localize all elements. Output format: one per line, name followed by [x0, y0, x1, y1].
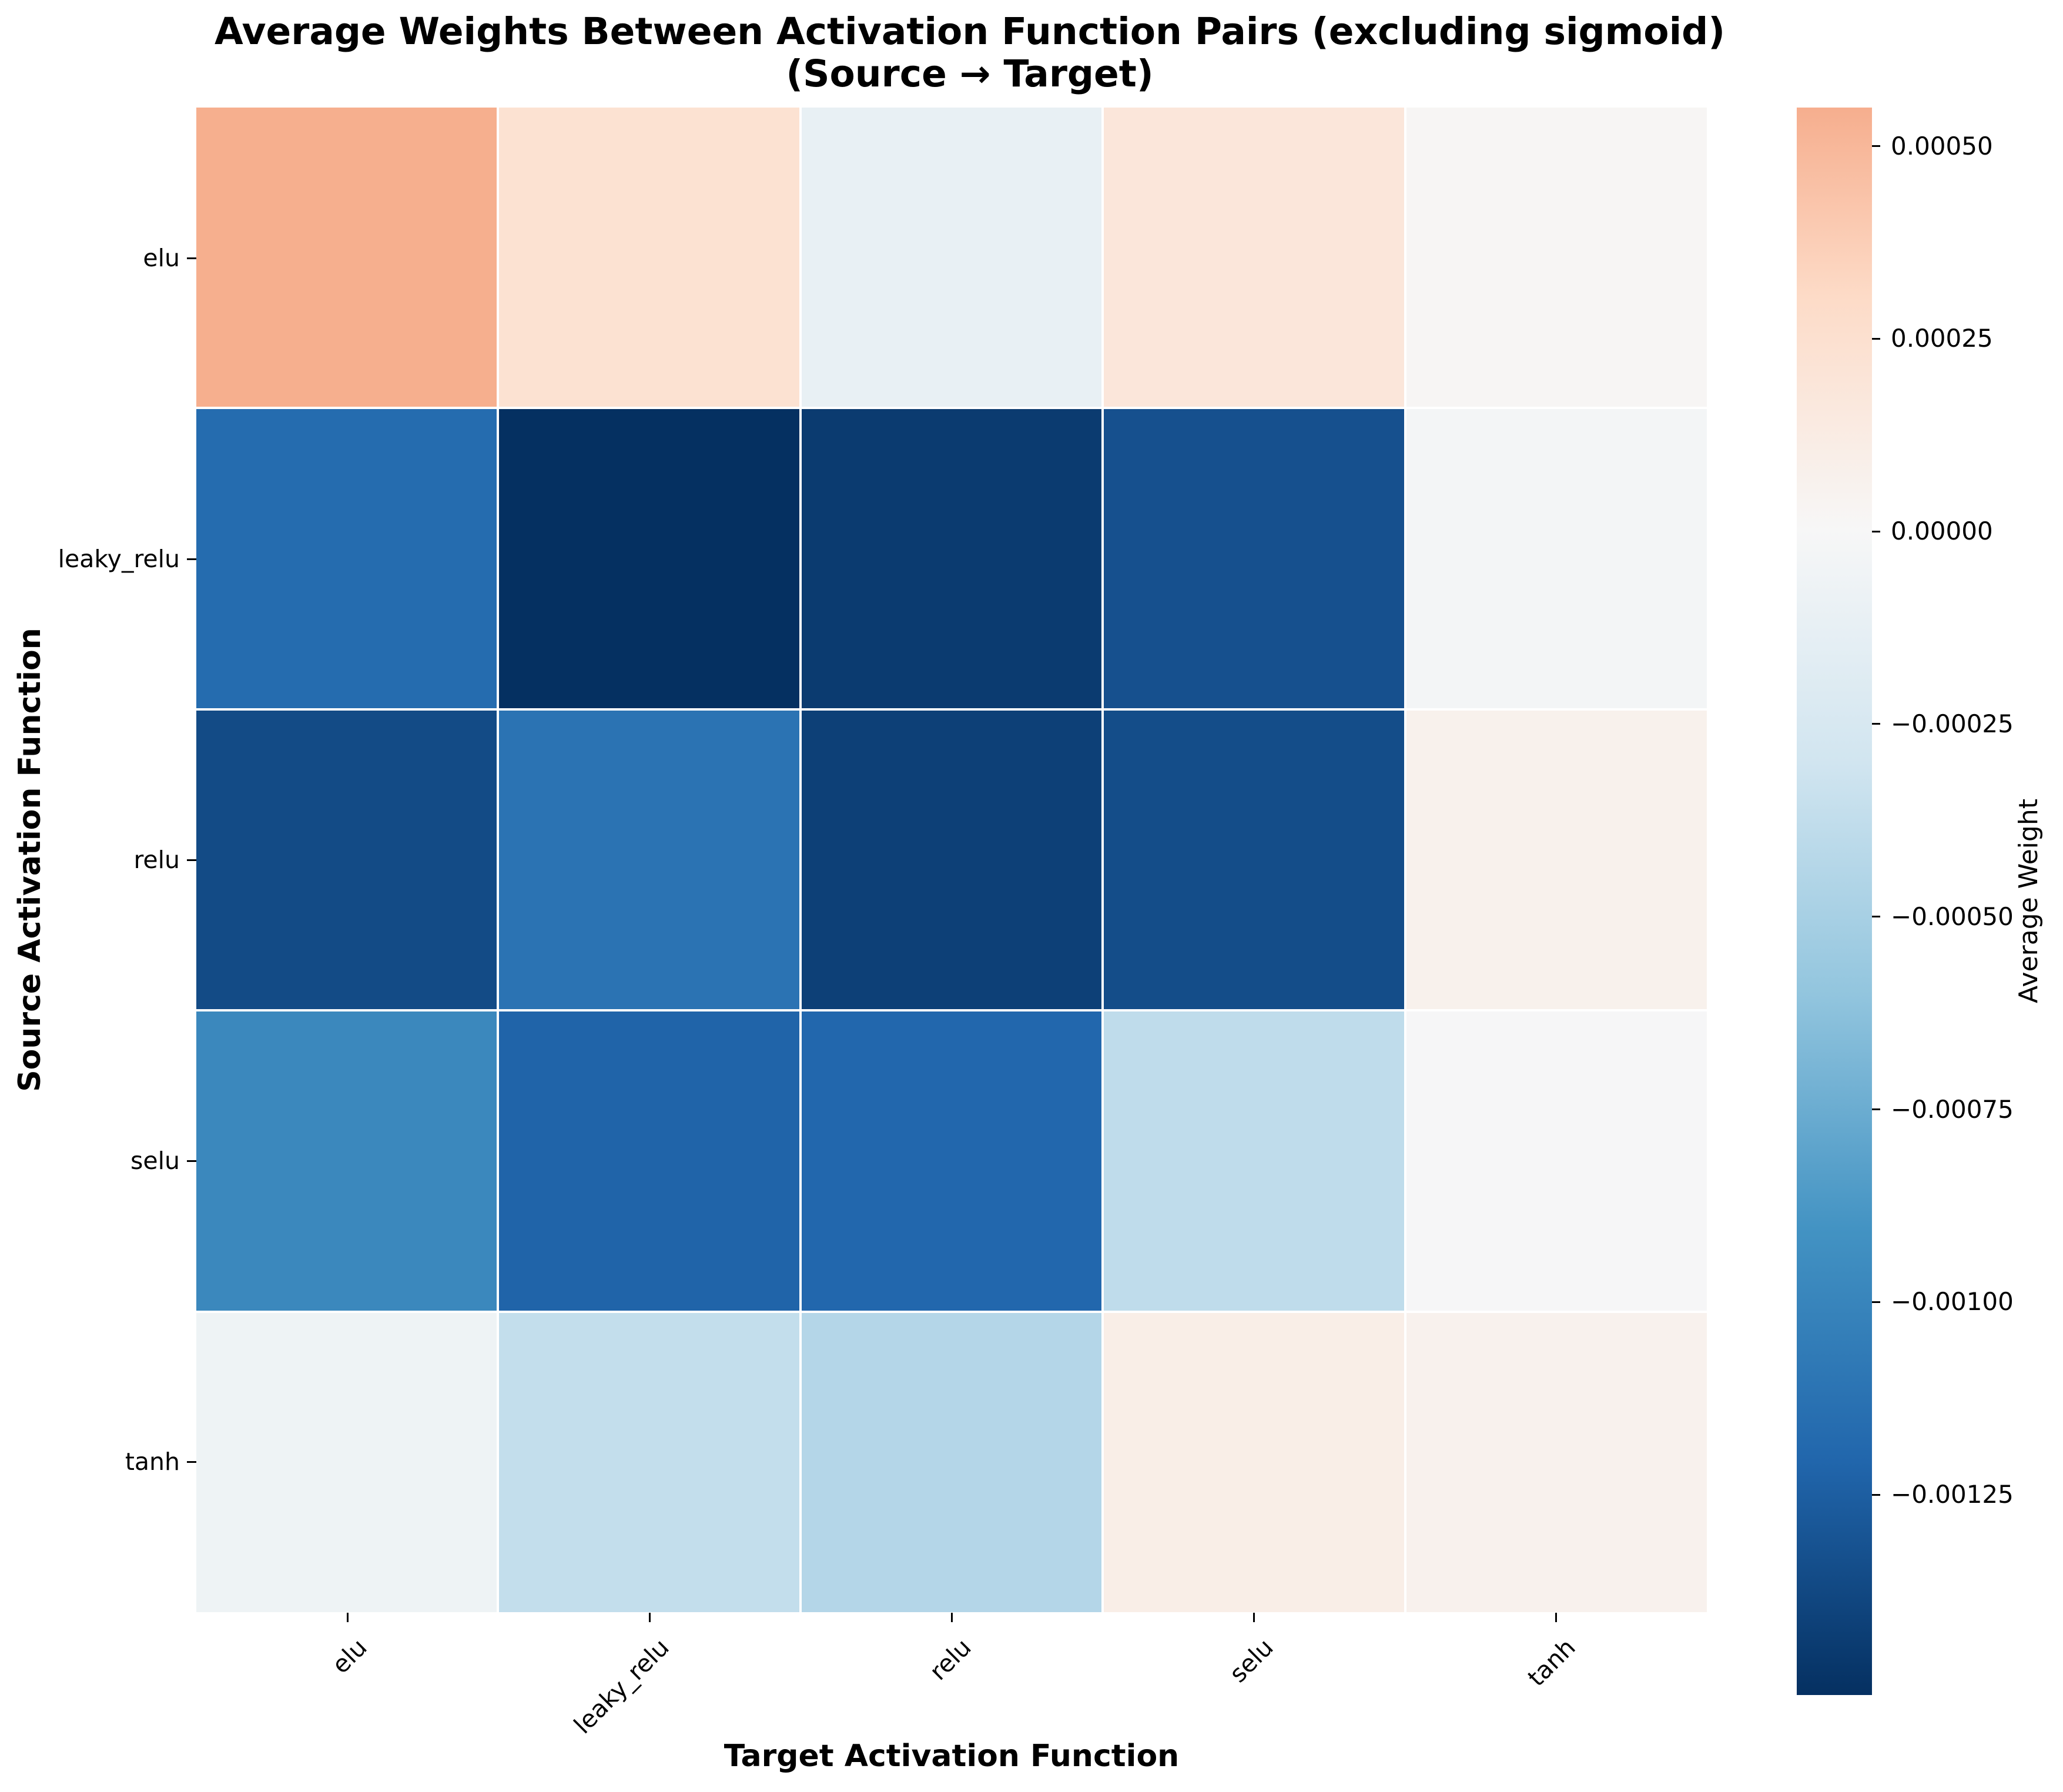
- colorbar-tick-label: 0.00050: [1891, 131, 1993, 160]
- chart-title: Average Weights Between Activation Funct…: [200, 11, 1740, 95]
- heatmap-cell-leaky_relu-tanh: [1406, 408, 1707, 708]
- heatmap-grid: [196, 108, 1707, 1612]
- colorbar-tick-mark: [1872, 723, 1880, 725]
- y-tick-label-relu: relu: [133, 846, 180, 874]
- colorbar-tick-mark: [1872, 145, 1880, 148]
- heatmap-cell-elu-tanh: [1406, 108, 1707, 407]
- x-tick-mark: [648, 1613, 651, 1622]
- x-tick-mark: [346, 1613, 349, 1622]
- heatmap-cell-relu-elu: [196, 710, 497, 1010]
- x-tick-mark: [950, 1613, 953, 1622]
- heatmap-cell-leaky_relu-relu: [801, 408, 1102, 708]
- heatmap-cell-tanh-elu: [196, 1313, 497, 1612]
- chart-title-line1: Average Weights Between Activation Funct…: [214, 10, 1726, 53]
- colorbar-tick-label: −0.00050: [1891, 902, 2014, 931]
- y-tick-mark: [187, 859, 196, 861]
- heatmap-cell-relu-leaky_relu: [498, 710, 799, 1010]
- y-tick-label-selu: selu: [130, 1147, 180, 1175]
- colorbar-tick-mark: [1872, 916, 1880, 918]
- colorbar-tick-label: −0.00025: [1891, 709, 2014, 738]
- heatmap-cell-selu-tanh: [1406, 1011, 1707, 1311]
- heatmap-cell-tanh-selu: [1104, 1313, 1405, 1612]
- colorbar-tick-label: −0.00100: [1891, 1287, 2014, 1317]
- y-tick-mark: [187, 257, 196, 259]
- heatmap-cell-selu-selu: [1104, 1011, 1405, 1311]
- heatmap-cell-relu-relu: [801, 710, 1102, 1010]
- heatmap-cell-leaky_relu-leaky_relu: [498, 408, 799, 708]
- x-tick-mark: [1252, 1613, 1255, 1622]
- y-tick-mark: [187, 558, 196, 560]
- heatmap-cell-elu-leaky_relu: [498, 108, 799, 407]
- y-tick-label-leaky_relu: leaky_relu: [58, 545, 180, 573]
- heatmap-cell-tanh-tanh: [1406, 1313, 1707, 1612]
- colorbar-title: Average Weight: [2014, 799, 2044, 1003]
- colorbar-tick-mark: [1872, 1493, 1880, 1496]
- y-tick-label-elu: elu: [143, 244, 180, 272]
- heatmap-cell-tanh-leaky_relu: [498, 1313, 799, 1612]
- colorbar-gradient: [1797, 108, 1872, 1695]
- colorbar-tick-label: 0.00025: [1891, 324, 1993, 353]
- heatmap-cell-selu-elu: [196, 1011, 497, 1311]
- heatmap-cell-selu-relu: [801, 1011, 1102, 1311]
- heatmap-cell-elu-relu: [801, 108, 1102, 407]
- heatmap-cell-relu-selu: [1104, 710, 1405, 1010]
- colorbar-tick-label: −0.00125: [1891, 1480, 2014, 1509]
- heatmap-cell-selu-leaky_relu: [498, 1011, 799, 1311]
- heatmap-cell-tanh-relu: [801, 1313, 1102, 1612]
- colorbar-tick-label: 0.00000: [1891, 517, 1993, 546]
- y-tick-mark: [187, 1461, 196, 1463]
- y-axis-title: Source Activation Function: [12, 628, 48, 1092]
- y-tick-label-tanh: tanh: [125, 1448, 180, 1476]
- x-tick-mark: [1555, 1613, 1557, 1622]
- heatmap-cell-relu-tanh: [1406, 710, 1707, 1010]
- heatmap-cell-leaky_relu-elu: [196, 408, 497, 708]
- heatmap-cell-elu-selu: [1104, 108, 1405, 407]
- x-axis-title: Target Activation Function: [724, 1739, 1180, 1774]
- colorbar-tick-mark: [1872, 1108, 1880, 1110]
- heatmap-cell-leaky_relu-selu: [1104, 408, 1405, 708]
- colorbar-tick-mark: [1872, 337, 1880, 340]
- y-tick-mark: [187, 1160, 196, 1162]
- colorbar-tick-label: −0.00075: [1891, 1094, 2014, 1124]
- chart-title-line2: (Source → Target): [786, 52, 1154, 95]
- heatmap-cell-elu-elu: [196, 108, 497, 407]
- colorbar-tick-mark: [1872, 1301, 1880, 1303]
- colorbar-tick-mark: [1872, 530, 1880, 532]
